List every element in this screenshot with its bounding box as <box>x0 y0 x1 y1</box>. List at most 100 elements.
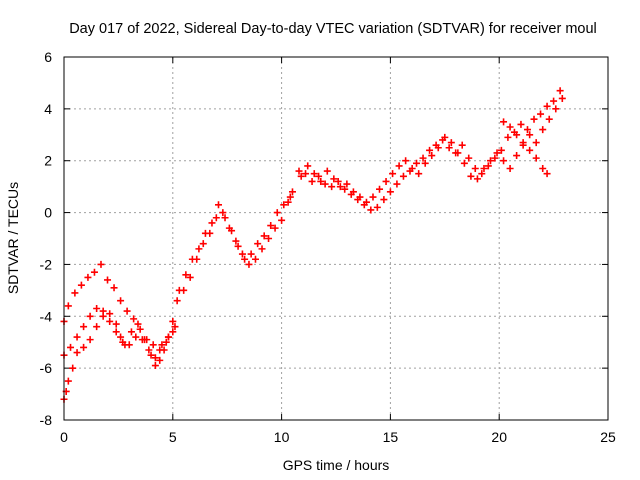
data-point <box>458 141 466 149</box>
data-point <box>539 126 547 134</box>
data-point <box>556 87 564 95</box>
data-point <box>334 177 342 185</box>
data-point <box>228 227 236 235</box>
x-tick-label: 0 <box>60 429 68 445</box>
data-point <box>280 201 288 209</box>
data-point <box>467 172 475 180</box>
data-point <box>537 110 545 118</box>
data-point <box>64 302 72 310</box>
x-tick-label: 20 <box>491 429 507 445</box>
data-point <box>445 144 453 152</box>
data-point <box>234 242 242 250</box>
data-point <box>169 317 177 325</box>
data-point <box>402 157 410 165</box>
y-tick-label: 2 <box>44 153 52 169</box>
data-point <box>395 162 403 170</box>
data-point <box>208 219 216 227</box>
data-point <box>84 273 92 281</box>
data-point <box>328 183 336 191</box>
data-point <box>162 338 170 346</box>
y-tick-label: -4 <box>40 308 53 324</box>
data-point <box>119 338 127 346</box>
data-point <box>258 245 266 253</box>
data-point <box>330 175 338 183</box>
x-tick-label: 15 <box>383 429 399 445</box>
data-points <box>60 87 566 403</box>
data-point <box>447 139 455 147</box>
plot-border <box>63 56 609 421</box>
data-point <box>454 149 462 157</box>
data-point <box>175 286 183 294</box>
tick-labels: 0 5 10 15 20 25 -8 -6 -4 -2 0 2 4 6 <box>40 49 616 445</box>
data-point <box>130 315 138 323</box>
data-point <box>532 139 540 147</box>
data-point <box>97 260 105 268</box>
data-point <box>80 343 88 351</box>
data-point <box>369 193 377 201</box>
data-point <box>389 170 397 178</box>
y-tick-label: 4 <box>44 101 52 117</box>
data-point <box>506 123 514 131</box>
data-point <box>186 273 194 281</box>
data-point <box>171 323 179 331</box>
data-point <box>380 196 388 204</box>
data-point <box>93 323 101 331</box>
data-point <box>182 271 190 279</box>
data-point <box>465 154 473 162</box>
data-point <box>480 164 488 172</box>
data-point <box>134 320 142 328</box>
data-point <box>356 193 364 201</box>
x-axis-label: GPS time / hours <box>283 457 390 473</box>
data-point <box>513 152 521 160</box>
data-point <box>526 131 534 139</box>
data-point <box>219 209 227 217</box>
data-point <box>532 154 540 162</box>
data-point <box>136 325 144 333</box>
data-point <box>164 333 172 341</box>
data-point <box>156 356 164 364</box>
data-point <box>214 201 222 209</box>
data-point <box>271 224 279 232</box>
data-point <box>232 237 240 245</box>
data-point <box>273 209 281 217</box>
data-point <box>110 284 118 292</box>
data-point <box>434 144 442 152</box>
data-point <box>86 312 94 320</box>
data-point <box>99 307 107 315</box>
data-point <box>199 240 207 248</box>
data-point <box>302 170 310 178</box>
data-point <box>513 131 521 139</box>
data-point <box>73 349 81 357</box>
data-point <box>500 118 508 126</box>
data-point <box>460 159 468 167</box>
data-point <box>308 177 316 185</box>
y-tick-label: -6 <box>40 360 53 376</box>
data-point <box>73 333 81 341</box>
data-point <box>77 281 85 289</box>
data-point <box>545 115 553 123</box>
data-point <box>441 133 449 141</box>
data-point <box>149 341 157 349</box>
data-point <box>145 346 153 354</box>
data-point <box>173 297 181 305</box>
data-point <box>478 170 486 178</box>
data-point <box>251 255 259 263</box>
data-point <box>310 170 318 178</box>
data-point <box>376 185 384 193</box>
data-point <box>201 229 209 237</box>
data-point <box>67 343 75 351</box>
x-tick-label: 25 <box>600 429 616 445</box>
data-point <box>317 177 325 185</box>
data-point <box>321 180 329 188</box>
data-point <box>188 255 196 263</box>
data-point <box>247 250 255 258</box>
data-point <box>260 232 268 240</box>
data-point <box>147 351 155 359</box>
data-point <box>323 167 331 175</box>
x-tick-label: 5 <box>169 429 177 445</box>
data-point <box>106 310 114 318</box>
data-point <box>265 235 273 242</box>
data-point <box>158 341 166 349</box>
data-point <box>112 328 120 336</box>
